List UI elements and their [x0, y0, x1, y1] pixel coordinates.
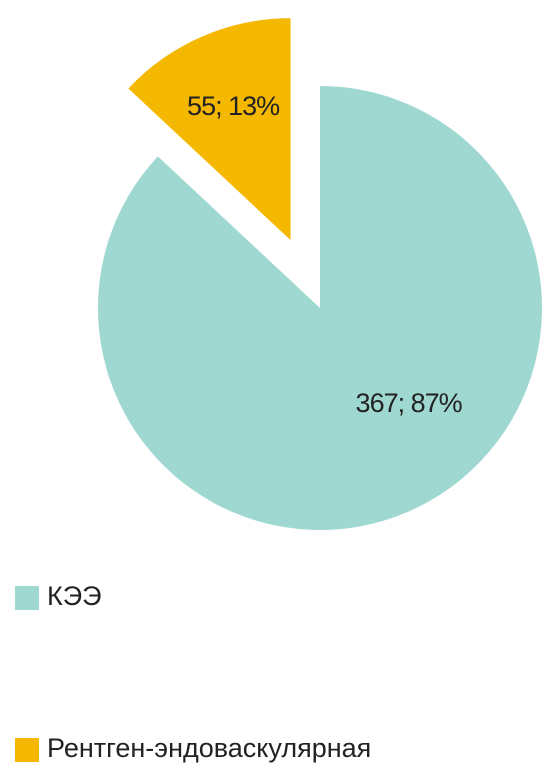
data-label: 55; 13%	[187, 91, 280, 121]
legend-label: КЭЭ	[47, 581, 102, 611]
legend-label: Рентген-эндоваскулярная	[47, 733, 371, 763]
pie-slice	[128, 18, 291, 241]
pie-slice	[98, 86, 542, 531]
legend-swatch	[15, 738, 39, 762]
data-label: 367; 87%	[356, 388, 463, 418]
legend-swatch	[15, 586, 39, 610]
